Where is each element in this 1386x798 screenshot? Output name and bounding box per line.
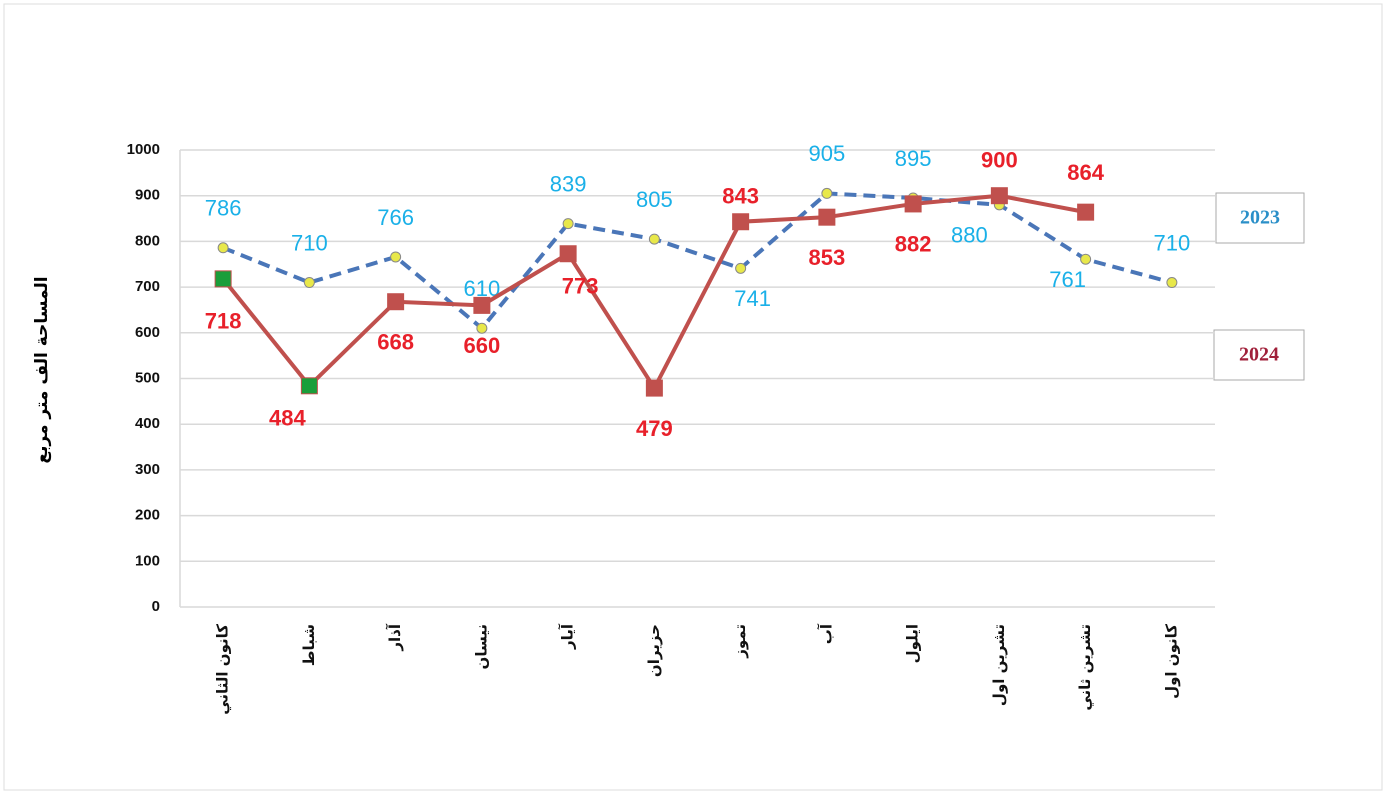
data-label: 786: [205, 196, 242, 221]
data-label: 880: [951, 223, 988, 248]
marker: [645, 379, 663, 397]
y-tick-label: 600: [135, 324, 160, 341]
x-tick-label: كانون الثاني: [214, 624, 232, 715]
x-tick-label: ايلول: [904, 624, 922, 663]
x-tick-label: تموز: [731, 624, 749, 659]
y-tick-label: 500: [135, 369, 160, 386]
data-label: 718: [205, 309, 242, 334]
marker: [735, 262, 747, 274]
data-label: 668: [377, 330, 414, 355]
x-tick-label: آب: [817, 623, 835, 644]
data-label: 843: [722, 184, 759, 209]
data-label: 895: [895, 146, 932, 171]
x-tick-label: تشرين اول: [990, 624, 1008, 706]
y-axis-label: المساحة الف متر مربع: [32, 276, 52, 463]
marker: [1077, 203, 1095, 221]
y-tick-label: 400: [135, 415, 160, 432]
marker: [473, 296, 491, 314]
y-tick-label: 300: [135, 461, 160, 478]
y-tick-label: 700: [135, 278, 160, 295]
marker: [300, 377, 318, 395]
legend-box: [1213, 329, 1305, 381]
x-tick-label: آيار: [559, 623, 577, 650]
data-label: 905: [809, 141, 846, 166]
marker: [904, 195, 922, 213]
data-label: 766: [377, 205, 414, 230]
legend-label: 2023: [1240, 207, 1280, 229]
data-label: 710: [1154, 230, 1191, 255]
y-tick-label: 200: [135, 507, 160, 524]
marker: [562, 218, 574, 230]
x-tick-label: تشرين ثاني: [1076, 624, 1094, 711]
data-label: 864: [1067, 160, 1104, 185]
y-tick-label: 0: [152, 598, 160, 615]
x-tick-label: شباط: [300, 624, 318, 666]
marker: [559, 245, 577, 263]
marker: [390, 251, 402, 263]
data-label: 882: [895, 232, 932, 257]
data-label: 773: [562, 274, 599, 299]
data-label: 660: [464, 333, 501, 358]
data-label: 761: [1049, 267, 1086, 292]
marker: [821, 187, 833, 199]
marker: [387, 293, 405, 311]
marker: [818, 208, 836, 226]
data-label: 805: [636, 187, 673, 212]
legend-label: 2024: [1239, 344, 1279, 366]
frame: [3, 3, 1383, 791]
marker: [214, 270, 232, 288]
marker: [990, 187, 1008, 205]
x-tick-label: آذار: [386, 623, 404, 651]
marker: [303, 277, 315, 289]
marker: [217, 242, 229, 254]
y-tick-label: 100: [135, 552, 160, 569]
x-tick-label: نيسان: [472, 624, 490, 669]
series-line: [222, 191, 1173, 332]
data-label: 484: [269, 406, 306, 431]
marker: [1080, 253, 1092, 265]
marker: [476, 322, 488, 334]
data-label: 853: [809, 245, 846, 270]
y-tick-label: 1000: [127, 141, 160, 158]
marker: [1166, 277, 1178, 289]
x-tick-label: كانون اول: [1162, 624, 1180, 699]
marker: [732, 213, 750, 231]
data-label: 710: [291, 230, 328, 255]
x-tick-label: حزيران: [645, 624, 663, 677]
legend-box: [1215, 192, 1305, 244]
data-label: 839: [550, 171, 587, 196]
data-label: 741: [734, 286, 771, 311]
y-tick-label: 900: [135, 187, 160, 204]
marker: [648, 233, 660, 245]
y-tick-label: 800: [135, 232, 160, 249]
data-label: 900: [981, 148, 1018, 173]
data-label: 479: [636, 416, 673, 441]
